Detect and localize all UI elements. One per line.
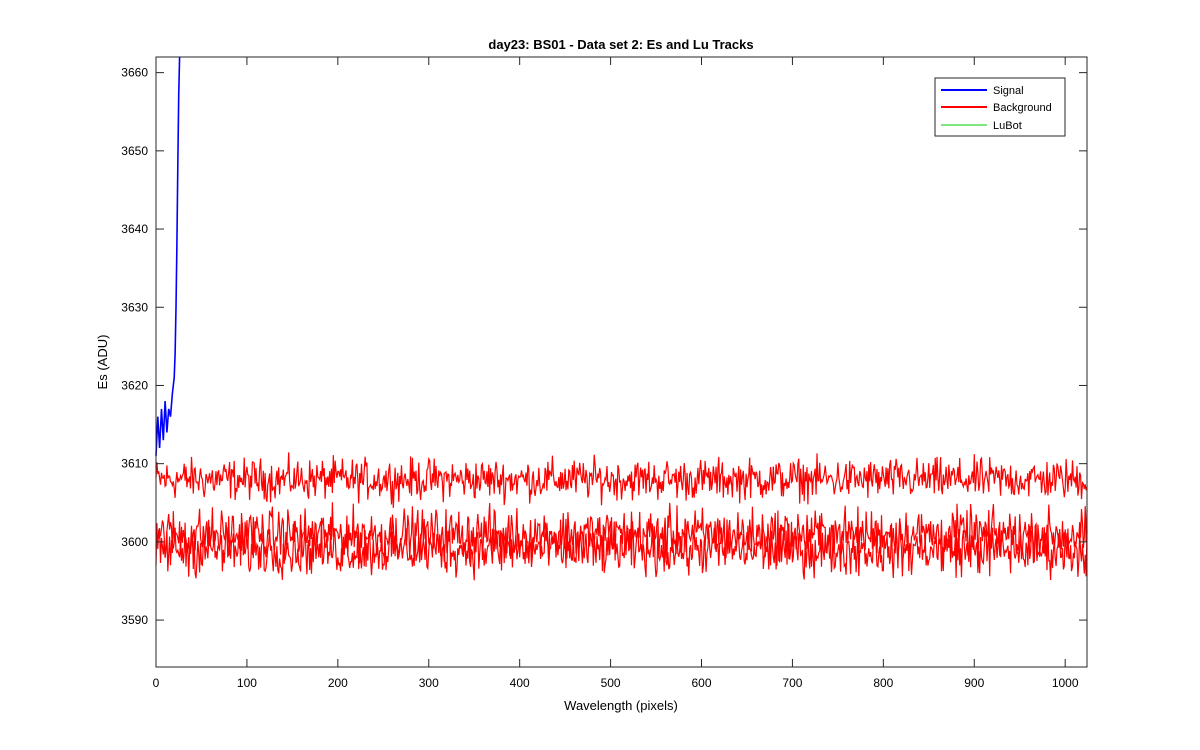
- axes-frame: [155, 56, 1088, 668]
- x-tick-label: 600: [691, 676, 711, 690]
- x-tick-label: 500: [601, 676, 621, 690]
- y-tick-label: 3640: [121, 222, 148, 236]
- x-tick-label: 400: [510, 676, 530, 690]
- plot-area: [156, 57, 1087, 667]
- y-tick-label: 3610: [121, 457, 148, 471]
- legend-label-background: Background: [993, 102, 1052, 114]
- background-track-2: [155, 502, 1088, 567]
- y-tick-label: 3660: [121, 66, 148, 80]
- legend: Signal Background LuBot: [934, 77, 1066, 137]
- y-tick-label: 3600: [121, 535, 148, 549]
- chart-title: day23: BS01 - Data set 2: Es and Lu Trac…: [488, 37, 753, 52]
- x-tick-label: 100: [237, 676, 257, 690]
- x-axis-label: Wavelength (pixels): [564, 698, 678, 713]
- x-tick-label: 700: [782, 676, 802, 690]
- x-tick-label: 0: [153, 676, 160, 690]
- y-tick-label: 3590: [121, 613, 148, 627]
- background-track-1: [155, 452, 1088, 508]
- x-tick-label: 900: [964, 676, 984, 690]
- x-tick-label: 1000: [1052, 676, 1079, 690]
- x-tick-label: 800: [873, 676, 893, 690]
- legend-label-signal: Signal: [993, 85, 1024, 97]
- y-tick-label: 3650: [121, 144, 148, 158]
- axis-ticks: 0 100 200 300 400 500 600 700 800 900 1000 3590 3600…: [121, 57, 1087, 690]
- legend-label-lubot: LuBot: [993, 120, 1022, 132]
- x-tick-label: 300: [419, 676, 439, 690]
- y-axis-label: Es (ADU): [95, 335, 110, 390]
- background-track-3: [155, 517, 1088, 581]
- y-tick-label: 3630: [121, 300, 148, 314]
- signal-line: [155, 56, 181, 456]
- series-layer: [155, 56, 1088, 581]
- x-tick-label: 200: [328, 676, 348, 690]
- y-tick-label: 3620: [121, 378, 148, 392]
